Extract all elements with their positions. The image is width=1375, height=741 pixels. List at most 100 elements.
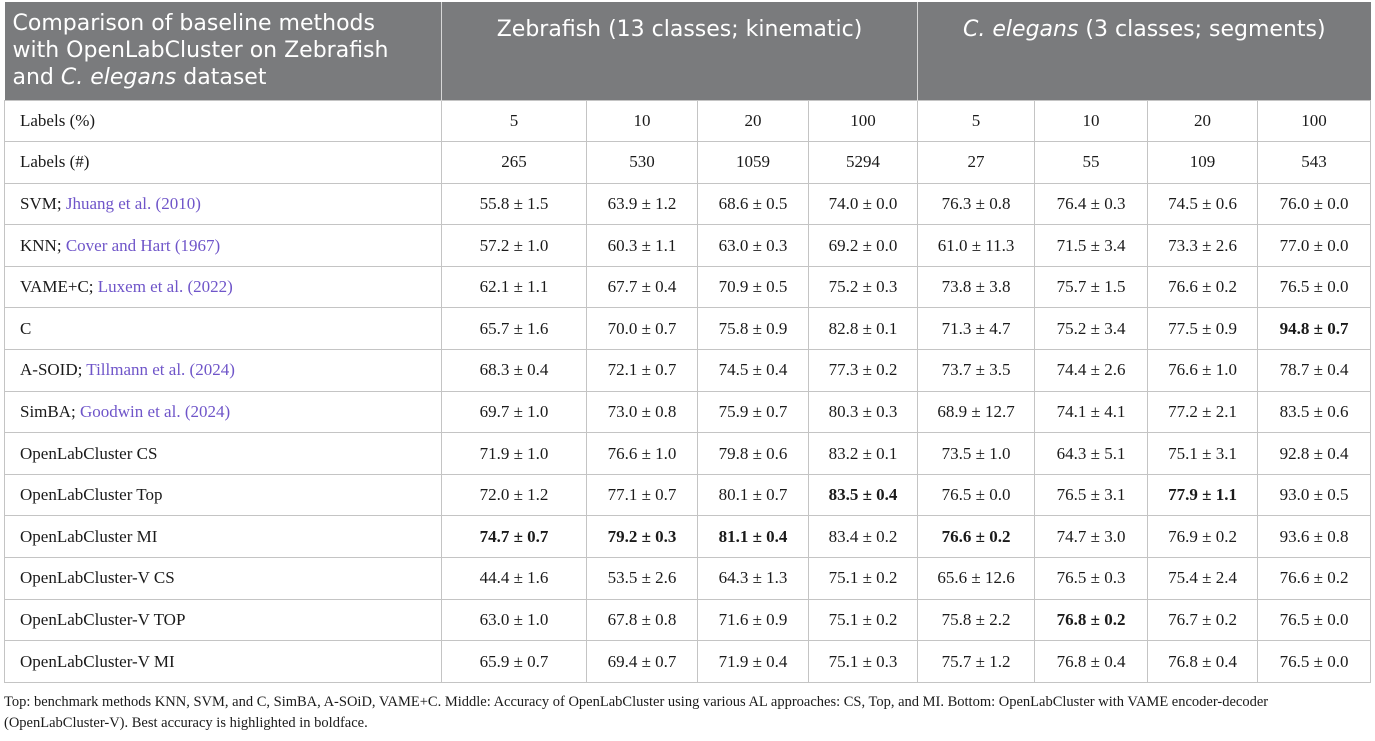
table-cell: 69.4 ± 0.7 [586,640,698,683]
table-cell: 10 [1034,99,1149,143]
table-cell: 76.8 ± 0.4 [1034,640,1149,683]
method-name: SimBA; [20,401,80,421]
row-label: OpenLabCluster Top [4,473,442,517]
table-cell: 75.8 ± 0.9 [697,307,809,351]
table-cell: 69.7 ± 1.0 [441,390,587,434]
table-cell: 80.3 ± 0.3 [807,390,919,434]
table-cell: 70.9 ± 0.5 [697,265,809,309]
table-cell: 70.0 ± 0.7 [586,307,698,351]
method-name: OpenLabCluster-V MI [20,651,175,671]
table-cell: 82.8 ± 0.1 [807,307,919,351]
row-label: A-SOID; Tillmann et al. (2024) [4,349,442,392]
row-label: OpenLabCluster MI [4,515,442,559]
row-label: VAME+C; Luxem et al. (2022) [4,265,442,309]
table-row: C 65.7 ± 1.6 70.0 ± 0.7 75.8 ± 0.9 82.8 ± 0.… [4,307,1372,351]
table-cell: 65.7 ± 1.6 [441,307,587,351]
table-cell: 44.4 ± 1.6 [441,557,587,600]
table-cell: 76.6 ± 0.2 [917,515,1036,559]
citation-link[interactable]: Goodwin et al. (2024) [80,401,231,421]
table-cell: 75.9 ± 0.7 [697,390,809,434]
table-cell: 76.5 ± 0.0 [917,473,1036,517]
table-cell: 76.5 ± 0.0 [1257,598,1372,642]
table-cell: 68.9 ± 12.7 [917,390,1036,434]
table-cell: 63.0 ± 0.3 [697,224,809,267]
method-name: OpenLabCluster MI [20,526,158,546]
table-cell: 77.2 ± 2.1 [1147,390,1259,434]
method-name: VAME+C; [20,277,98,297]
table-cell: 78.7 ± 0.4 [1257,349,1372,392]
table-cell: 68.3 ± 0.4 [441,349,587,392]
table-row: OpenLabCluster-V CS 44.4 ± 1.6 53.5 ± 2.6 6… [4,557,1372,600]
caption-line2: with OpenLabCluster on Zebrafish [12,38,389,64]
table-cell: 75.7 ± 1.2 [917,640,1036,683]
table-cell: 77.0 ± 0.0 [1257,224,1372,267]
table-cell: 100 [1257,99,1372,143]
table-cell: 63.0 ± 1.0 [441,598,587,642]
table-cell: 75.1 ± 0.3 [807,640,919,683]
table-cell: 75.7 ± 1.5 [1034,265,1149,309]
table-cell: 64.3 ± 1.3 [697,557,809,600]
row-label: SVM; Jhuang et al. (2010) [4,182,442,226]
table-cell: 75.4 ± 2.4 [1147,557,1259,600]
table-cell: 76.6 ± 1.0 [1147,349,1259,392]
table-cell: 76.9 ± 0.2 [1147,515,1259,559]
table-cell: 73.8 ± 3.8 [917,265,1036,309]
table-cell: 76.8 ± 0.4 [1147,640,1259,683]
citation-link[interactable]: Cover and Hart (1967) [65,235,221,255]
method-name: C [20,318,32,338]
table-cell: 71.5 ± 3.4 [1034,224,1149,267]
table-cell: 53.5 ± 2.6 [586,557,698,600]
table-cell: 77.9 ± 1.1 [1147,473,1259,517]
group-header-celegans: C. elegans (3 classes; segments) [917,2,1371,100]
table-row: Labels (#) 265 530 1059 5294 27 55 109 543 [4,141,1372,184]
table-cell: 83.4 ± 0.2 [807,515,919,559]
caption-line3-post: dataset [176,65,267,91]
table-cell: 27 [917,141,1036,184]
row-label: OpenLabCluster-V CS [4,557,442,600]
table-cell: 68.6 ± 0.5 [697,182,809,226]
table-cell: 75.1 ± 3.1 [1147,432,1259,475]
table-cell: 55 [1034,141,1149,184]
table-cell: 74.5 ± 0.4 [697,349,809,392]
table-row: OpenLabCluster-V MI 65.9 ± 0.7 69.4 ± 0.7 7… [4,640,1372,683]
citation-link[interactable]: Luxem et al. (2022) [97,277,233,297]
table-cell: 76.3 ± 0.8 [917,182,1036,226]
table-cell: 55.8 ± 1.5 [441,182,587,226]
table-cell: 63.9 ± 1.2 [586,182,698,226]
table-cell: 57.2 ± 1.0 [441,224,587,267]
citation-link[interactable]: Tillmann et al. (2024) [86,360,235,380]
row-label: KNN; Cover and Hart (1967) [4,224,442,267]
table-row: KNN; Cover and Hart (1967) 57.2 ± 1.0 60.3… [4,224,1372,267]
table-cell: 76.5 ± 3.1 [1034,473,1149,517]
table-cell: 75.2 ± 3.4 [1034,307,1149,351]
group-header-zebrafish: Zebrafish (13 classes; kinematic) [441,2,919,100]
table-cell: 74.1 ± 4.1 [1034,390,1149,434]
table-cell: 77.3 ± 0.2 [807,349,919,392]
table-cell: 75.8 ± 2.2 [917,598,1036,642]
table-cell: 65.6 ± 12.6 [917,557,1036,600]
method-name: Labels (#) [20,152,90,172]
table-cell: 20 [697,99,809,143]
table-cell: 76.5 ± 0.3 [1034,557,1149,600]
table-cell: 75.1 ± 0.2 [807,557,919,600]
table-cell: 71.9 ± 0.4 [697,640,809,683]
table-row: OpenLabCluster CS 71.9 ± 1.0 76.6 ± 1.0 79.… [4,432,1372,475]
method-name: OpenLabCluster-V CS [20,568,175,588]
method-name: OpenLabCluster-V TOP [20,609,186,629]
group-header-celegans-rest: (3 classes; segments) [1078,17,1326,42]
table-row: A-SOID; Tillmann et al. (2024) 68.3 ± 0.4… [4,349,1372,392]
table-cell: 76.4 ± 0.3 [1034,182,1149,226]
method-name: OpenLabCluster Top [20,485,163,505]
table-cell: 94.8 ± 0.7 [1257,307,1372,351]
table-cell: 76.5 ± 0.0 [1257,640,1372,683]
table-cell: 93.0 ± 0.5 [1257,473,1372,517]
row-label: C [4,307,442,351]
table-cell: 93.6 ± 0.8 [1257,515,1372,559]
table-row: SimBA; Goodwin et al. (2024) 69.7 ± 1.0 73… [4,390,1372,434]
table-row: OpenLabCluster MI 74.7 ± 0.7 79.2 ± 0.3 81.… [4,515,1372,559]
method-name: OpenLabCluster CS [20,443,158,463]
table-cell: 73.7 ± 3.5 [917,349,1036,392]
table-cell: 83.2 ± 0.1 [807,432,919,475]
citation-link[interactable]: Jhuang et al. (2010) [65,193,201,213]
caption-line3-pre: and [12,65,61,91]
